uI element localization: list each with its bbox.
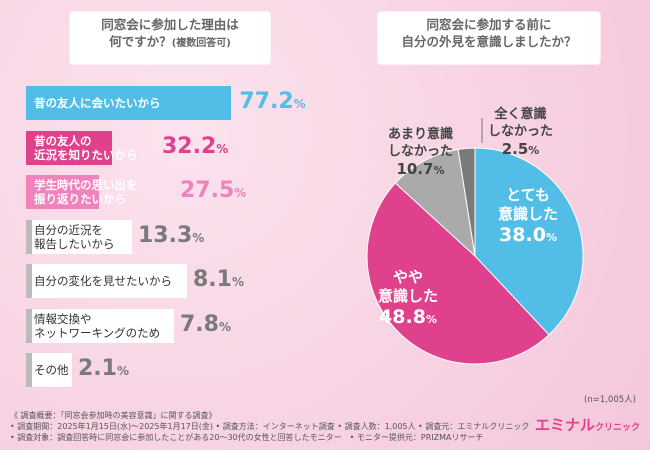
pie-label-1: とても 意識した 38.0% (498, 186, 558, 246)
bar-value-1: 77.2% (239, 89, 306, 114)
bar-label-3: 学生時代の思い出を 振り返りたいから (34, 178, 138, 206)
bar-5 (26, 264, 32, 298)
bar-label-2: 昔の友人の 近況を知りたいから (34, 133, 138, 162)
bar-label-6: 情報交換や ネットワーキングのため (34, 311, 161, 340)
bar-7 (26, 353, 32, 387)
pie-category-4: 全く意識 しなかった (488, 107, 554, 139)
pie-label-4: 全く意識 しなかった 2.5% (488, 106, 553, 158)
bar-4 (26, 219, 32, 254)
left-question-box: 同窓会に参加した理由は 何ですか？(複数回答可) (70, 12, 270, 64)
bar-label-4: 自分の近況を 報告したいから (34, 222, 115, 251)
right-question-box: 同窓会に参加する前に 自分の外見を意識しましたか？ (378, 12, 600, 64)
left-question-line1: 同窓会に参加した理由は (101, 17, 239, 32)
bar-label-bg-5 (32, 264, 187, 298)
bar-value-2: 32.2% (162, 133, 229, 159)
pie-slice-1 (474, 147, 584, 336)
logo-sub: クリニック (595, 423, 641, 433)
pie-value-2: 48.8% (379, 306, 437, 328)
pie-category-3: あまり意識 しなかった (388, 127, 454, 159)
right-question-line1: 同窓会に参加する前に (426, 17, 552, 32)
bar-label-bg-7 (32, 353, 72, 387)
pie-category-1: とても 意識した (498, 186, 559, 223)
pie-value-1: 38.0% (499, 224, 557, 246)
bar-label-bg-4 (32, 219, 132, 254)
footer-line1: 《 調査概要：「同窓会参加時の美容意識」に関する調査》 (10, 411, 217, 420)
right-question-line2: 自分の外見を意識しましたか？ (401, 34, 577, 49)
bar-3 (26, 175, 100, 209)
bar-label-5: 自分の変化を見せたいから (34, 274, 172, 288)
left-question-note: (複数回答可) (171, 38, 231, 49)
sample-size: (n=1,005人) (584, 395, 636, 405)
survey-footer: 《 調査概要：「同窓会参加時の美容意識」に関する調査》 • 調査期間：2025年… (10, 410, 529, 443)
pie-label-3: あまり意識 しなかった 10.7% (388, 126, 453, 178)
pie-slice-2 (366, 182, 550, 365)
bar-value-5: 8.1% (193, 267, 245, 292)
bar-value-4: 13.3% (138, 222, 205, 248)
bar-label-bg-6 (32, 308, 174, 343)
pie-label-2: やや 意識した 48.8% (378, 268, 438, 328)
bar-value-3: 27.5% (180, 178, 247, 203)
pie-value-4: 2.5% (501, 140, 540, 158)
clinic-logo: エミナルクリニック (535, 414, 640, 435)
bar-value-6: 7.8% (180, 311, 232, 337)
bar-label-7: その他 (34, 363, 69, 377)
left-question-line2: 何ですか？(複数回答可) (109, 34, 231, 49)
bar-2 (26, 130, 112, 165)
bar-1 (26, 86, 232, 120)
bar-value-7: 2.1% (78, 356, 130, 381)
footer-line2: • 調査期間：2025年1月15日(水)～2025年1月17日(金) • 調査方… (10, 422, 530, 431)
pie-slice-3 (394, 148, 476, 258)
pie-value-3: 10.7% (396, 160, 445, 178)
footer-line3: • 調査対象：調査回答時に同窓会に参加したことがある20～30代の女性と回答した… (10, 433, 484, 442)
logo-main: エミナル (535, 416, 596, 434)
bar-6 (26, 308, 32, 343)
pie-slice-4 (457, 147, 476, 257)
bar-label-1: 昔の友人に会いたいから (34, 96, 161, 110)
pie-category-2: やや 意識した (378, 268, 439, 305)
